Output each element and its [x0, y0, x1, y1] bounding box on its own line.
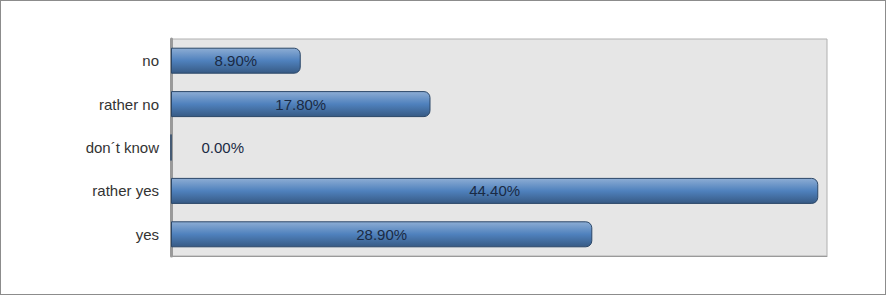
svg-text:rather no: rather no: [99, 96, 159, 113]
svg-text:don´t know: don´t know: [86, 139, 160, 156]
svg-text:17.80%: 17.80%: [275, 96, 326, 113]
svg-text:0.00%: 0.00%: [202, 139, 245, 156]
svg-text:yes: yes: [136, 226, 159, 243]
svg-text:44.40%: 44.40%: [469, 182, 520, 199]
svg-text:no: no: [142, 52, 159, 69]
svg-text:28.90%: 28.90%: [356, 226, 407, 243]
svg-text:8.90%: 8.90%: [215, 52, 258, 69]
svg-text:rather yes: rather yes: [92, 182, 159, 199]
